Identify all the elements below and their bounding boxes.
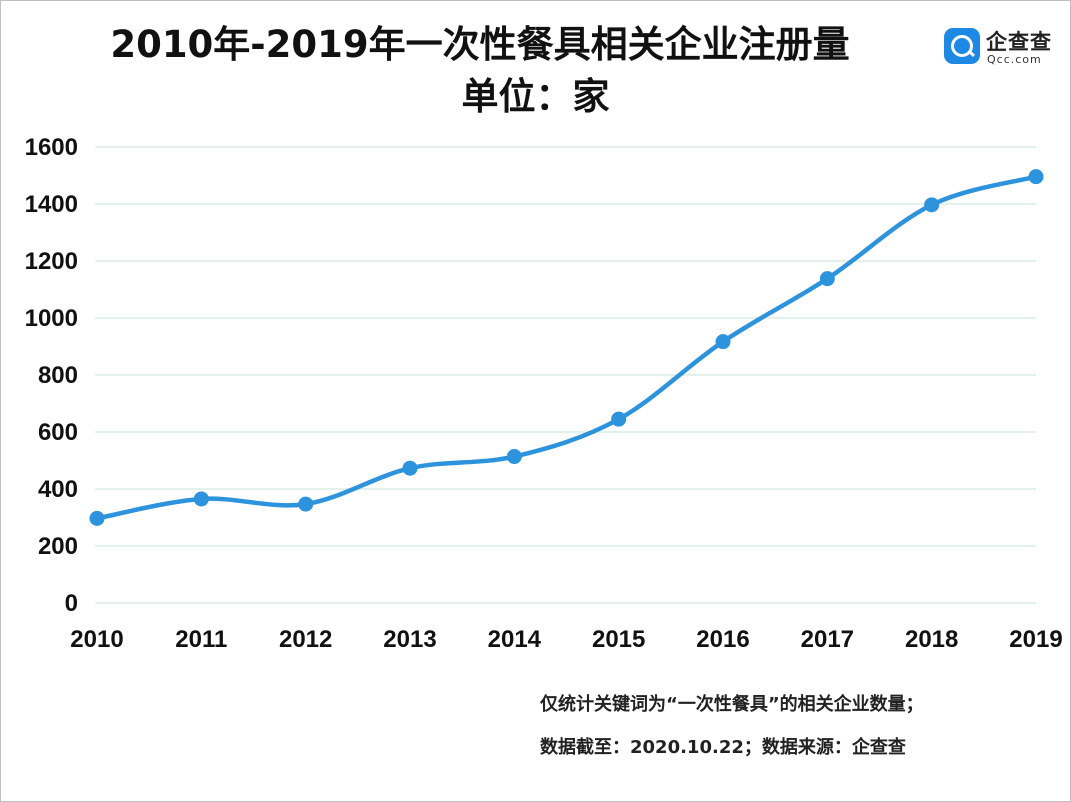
y-tick-label: 600 [38,419,78,446]
y-tick-label: 200 [38,533,78,560]
y-tick-label: 1000 [25,305,78,332]
data-point [611,411,627,427]
x-tick-label: 2011 [175,626,227,653]
data-point [1028,169,1044,185]
x-tick-label: 2015 [592,626,645,653]
data-point [819,271,835,287]
series-layer [89,169,1044,526]
x-tick-label: 2014 [488,626,542,653]
x-tick-label: 2016 [696,626,749,653]
x-tick-label: 2010 [70,626,123,653]
x-tick-label: 2012 [279,626,332,653]
data-point [89,510,105,526]
x-tick-label: 2019 [1009,626,1062,653]
data-point [298,496,314,512]
x-tick-label: 2013 [383,626,436,653]
qcc-logo: 企查查 Qcc.com [944,26,1064,70]
footnote-scope: 仅统计关键词为“一次性餐具”的相关企业数量； [540,694,924,715]
data-point [402,460,418,476]
data-point [193,491,209,507]
x-tick-label: 2017 [801,626,854,653]
y-tick-label: 1400 [25,191,78,218]
y-tick-label: 1200 [25,248,78,275]
logo-name: 企查查 [986,30,1052,54]
x-axis-ticks: 2010 2011 2012 2013 2014 2015 2016 2017 2018 2019 [70,626,1062,653]
logo-domain: Qcc.com [987,53,1042,66]
gridlines [95,146,1036,604]
data-point [506,449,522,465]
y-tick-label: 0 [65,590,78,617]
magnifier-q-icon [944,28,980,64]
data-point [715,334,731,350]
footnote-source: 数据截至：2020.10.22；数据来源：企查查 [540,737,906,758]
y-tick-label: 800 [38,362,78,389]
chart-subtitle: 单位：家 [461,75,610,118]
y-tick-label: 1600 [25,134,78,161]
series-line [96,174,1037,521]
x-tick-label: 2018 [905,626,958,653]
chart-title: 2010年-2019年一次性餐具相关企业注册量 [110,23,850,66]
y-tick-label: 400 [38,476,78,503]
y-axis-ticks: 0 200 400 600 800 1000 1200 1400 1600 [25,134,78,617]
data-point [924,197,940,213]
